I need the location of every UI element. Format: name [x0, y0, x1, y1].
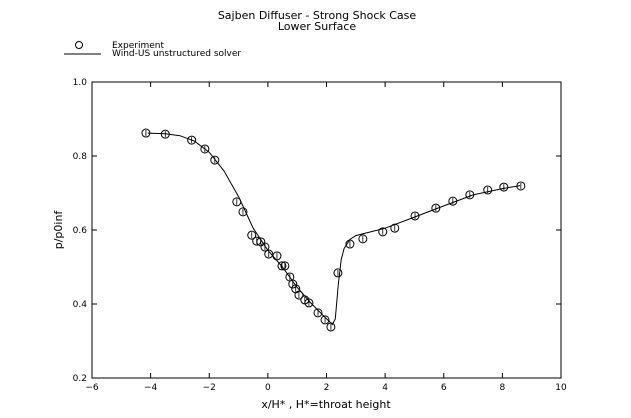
x-tick-label: −4 [144, 383, 158, 393]
experiment-point [516, 181, 526, 191]
experiment-point [333, 268, 343, 278]
experiment-point [499, 182, 509, 192]
experiment-point [378, 227, 388, 237]
legend-label-experiment: Experiment [112, 41, 164, 51]
experiment-point [272, 251, 282, 261]
x-tick-label: 10 [555, 383, 567, 393]
solver-line [147, 132, 521, 326]
experiment-point [247, 230, 257, 240]
y-axis: 0.2 0.4 0.6 0.8 1.0 [73, 78, 561, 384]
experiment-point [187, 135, 197, 145]
x-tick-label: −2 [203, 383, 216, 393]
x-tick-label: 8 [500, 383, 506, 393]
experiment-point [465, 190, 475, 200]
experiment-point [320, 315, 330, 325]
experiment-point [238, 207, 248, 217]
y-axis-label: p/p0inf [52, 210, 65, 250]
experiment-point [326, 322, 336, 332]
experiment-point [280, 261, 290, 271]
experiment-point [200, 144, 210, 154]
experiment-point [358, 234, 368, 244]
experiment-point [141, 128, 151, 138]
experiment-point [160, 129, 170, 139]
y-tick-label: 0.2 [73, 374, 87, 384]
experiment-point [483, 185, 493, 195]
experiment-point [345, 239, 355, 249]
x-tick-label: 0 [265, 383, 271, 393]
x-tick-label: 2 [324, 383, 330, 393]
chart-title: Sajben Diffuser - Strong Shock Case [218, 9, 417, 22]
y-tick-label: 1.0 [73, 78, 88, 88]
legend: Experiment Wind-US unstructured solver [64, 41, 241, 59]
experiment-point [210, 155, 220, 165]
x-axis: −6 −4 −2 0 2 4 6 8 10 [85, 82, 567, 393]
experiment-point [304, 298, 314, 308]
experiment-point [431, 203, 441, 213]
experiment-point [277, 261, 287, 271]
y-tick-label: 0.4 [73, 300, 88, 310]
plot-frame [91, 81, 562, 379]
y-tick-label: 0.6 [73, 226, 88, 236]
chart-subtitle: Lower Surface [278, 20, 357, 33]
legend-marker-experiment [75, 41, 83, 49]
experiment-point [448, 196, 458, 206]
experiment-point [410, 211, 420, 221]
experiment-point [256, 237, 266, 247]
experiment-point [232, 197, 242, 207]
plot-series [141, 128, 526, 332]
experiment-point [390, 223, 400, 233]
experiment-point [294, 290, 304, 300]
legend-label-solver: Wind-US unstructured solver [112, 49, 241, 59]
experiment-point [260, 242, 270, 252]
x-tick-label: 6 [441, 383, 447, 393]
x-axis-label: x/H* , H*=throat height [261, 398, 391, 411]
y-tick-label: 0.8 [73, 152, 88, 162]
experiment-point [264, 249, 274, 259]
experiment-point [313, 308, 323, 318]
x-tick-label: −6 [85, 383, 99, 393]
x-tick-label: 4 [382, 383, 388, 393]
